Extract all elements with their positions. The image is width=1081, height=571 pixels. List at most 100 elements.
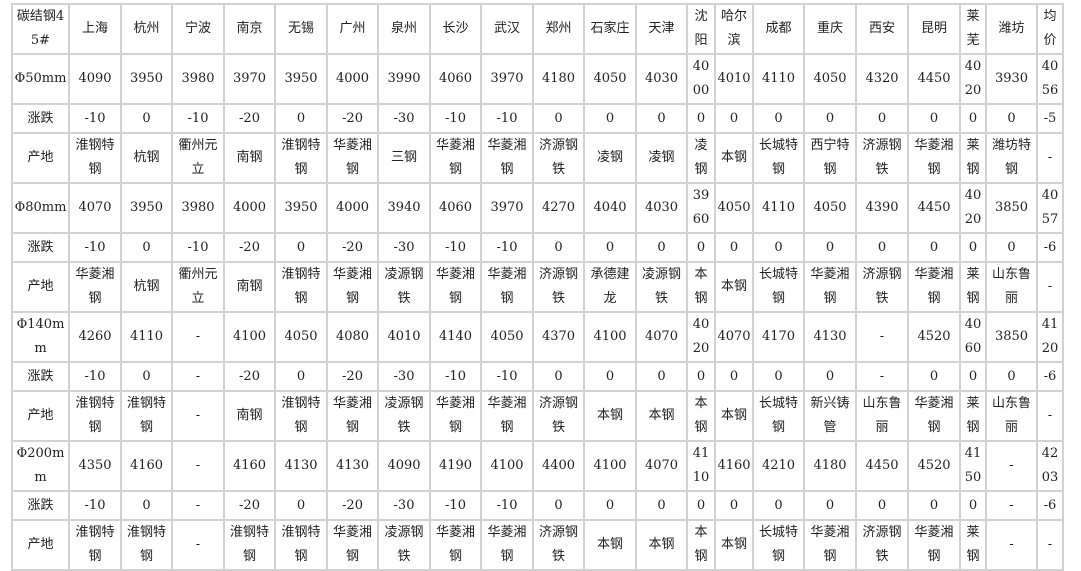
change-cell: 0 [855,490,909,521]
change-cell: 0 [907,232,961,263]
change-row: 涨跌 -10 0- -20 0 -20 -30 -10 -10 0 0 0 0 0 0 0 0 0 0- -6 [11,490,1064,521]
origin-cell: 淮钢特钢 [68,519,122,571]
origin-cell: 华菱湘钢 [429,261,482,313]
price-cell: 4060 [959,311,987,363]
change-cell: 0 [532,490,585,521]
header-city: 广州 [326,3,379,55]
price-cell: 4180 [532,53,585,105]
price-cell: 4130 [326,440,379,492]
price-cell: 4160 [714,440,754,492]
change-cell: -10 [429,490,482,521]
origin-cell: 华菱湘钢 [480,519,534,571]
price-cell: 4400 [532,440,585,492]
origin-cell: 本钢 [635,390,688,442]
origin-cell: 本钢 [583,519,637,571]
price-cell: 4140 [429,311,482,363]
change-cell: 0 [583,361,637,392]
change-cell: 0 [907,103,961,134]
origin-cell: 莱钢 [959,519,987,571]
change-cell: 0 [583,103,637,134]
change-cell: 0 [855,232,909,263]
origin-cell: 华菱湘钢 [429,132,482,184]
origin-cell: 济源钢铁 [532,261,585,313]
header-city: 南京 [223,3,276,55]
origin-cell: 华菱湘钢 [429,390,482,442]
price-cell: 4270 [532,182,585,234]
origin-cell: 长城特钢 [752,132,805,184]
origin-cell: 西宁特钢 [803,132,857,184]
header-city: 西安 [855,3,909,55]
price-cell: 4350 [68,440,122,492]
origin-cell: 山东鲁丽 [985,390,1038,442]
change-cell: 0 [120,361,173,392]
change-cell: 0 [583,490,637,521]
change-cell: - [171,490,225,521]
price-cell: 4030 [635,182,688,234]
price-cell: 4160 [223,440,276,492]
change-cell: -10 [68,232,122,263]
change-cell: -10 [171,103,225,134]
price-cell: 3960 [686,182,716,234]
change-cell: -10 [480,103,534,134]
price-cell: 4040 [583,182,637,234]
price-row: Φ50mm 4090 3950 3980 3970 3950 4000 3990 4060 397… [11,53,1064,105]
change-cell: 0 [959,490,987,521]
origin-cell: 淮钢特钢 [120,390,173,442]
price-cell: 4210 [752,440,805,492]
price-cell: 4180 [803,440,857,492]
change-cell: 0 [635,490,688,521]
origin-cell: 莱钢 [959,390,987,442]
change-cell: 0 [803,490,857,521]
price-cell: 4080 [326,311,379,363]
change-cell: -10 [68,490,122,521]
change-cell: 0 [959,232,987,263]
origin-cell: 淮钢特钢 [68,390,122,442]
row-label: Φ80mm [11,182,70,234]
change-cell: 0 [532,232,585,263]
price-cell: 4110 [686,440,716,492]
price-cell: 4030 [635,53,688,105]
change-cell: 0 [635,232,688,263]
row-label: Φ50mm [11,53,70,105]
origin-cell: 淮钢特钢 [223,519,276,571]
origin-cell: 淮钢特钢 [120,519,173,571]
origin-cell: 本钢 [714,519,754,571]
change-cell: 0 [635,103,688,134]
header-city: 哈尔滨 [714,3,754,55]
price-cell: 4320 [855,53,909,105]
change-cell: 0 [686,232,716,263]
origin-cell: 凌钢 [686,132,716,184]
price-cell: 4190 [429,440,482,492]
origin-cell: 凌钢 [583,132,637,184]
price-cell: 4203 [1036,440,1064,492]
origin-cell: 华菱湘钢 [480,261,534,313]
price-cell: 4450 [907,182,961,234]
change-cell: 0 [635,361,688,392]
price-cell: 4010 [377,311,431,363]
change-cell: -20 [223,232,276,263]
header-city: 潍坊 [985,3,1038,55]
change-cell: 0 [752,232,805,263]
price-cell: 3850 [985,182,1038,234]
change-cell: -20 [223,361,276,392]
header-city: 莱芜 [959,3,987,55]
price-cell: 3980 [171,53,225,105]
origin-cell: 华菱湘钢 [326,132,379,184]
price-cell: 4020 [959,53,987,105]
row-label: 产地 [11,132,70,184]
change-cell: 0 [985,103,1038,134]
origin-cell: - [171,390,225,442]
price-cell: 4110 [120,311,173,363]
origin-cell: 本钢 [714,132,754,184]
price-cell: 4370 [532,311,585,363]
change-cell: -10 [480,232,534,263]
price-cell: 4120 [1036,311,1064,363]
origin-cell: 淮钢特钢 [68,132,122,184]
origin-cell: 淮钢特钢 [274,390,328,442]
origin-cell: 凌源钢铁 [377,261,431,313]
change-cell: 0 [907,361,961,392]
price-cell: 4070 [68,182,122,234]
price-cell: 4000 [223,182,276,234]
origin-cell: 华菱湘钢 [326,519,379,571]
header-city: 均价 [1036,3,1064,55]
